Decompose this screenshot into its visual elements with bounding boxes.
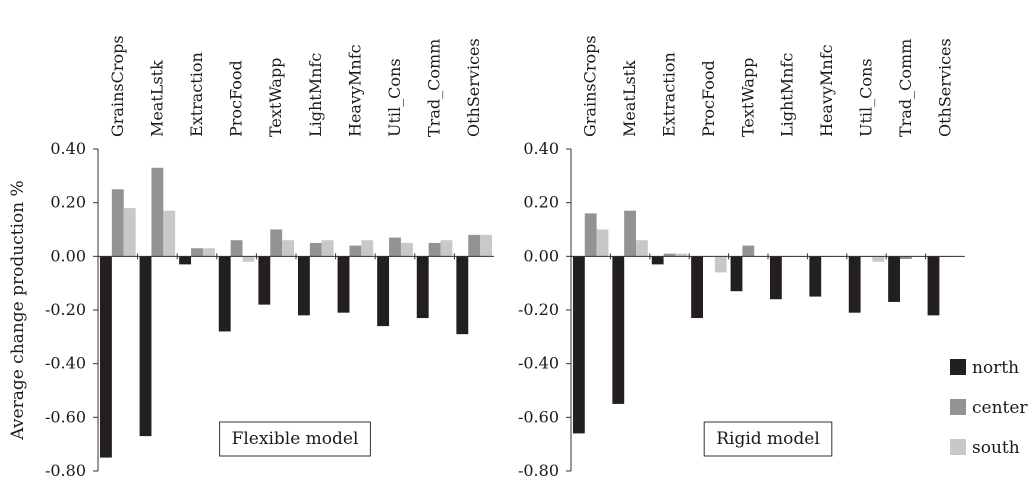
category-label: OthServices — [464, 38, 483, 137]
y-tick-label: -0.80 — [45, 461, 86, 477]
bar-north-lightmnfc — [769, 256, 782, 300]
bar-north-extraction — [179, 256, 192, 265]
bar-north-heavymnfc — [809, 256, 822, 297]
y-tick-label: 0.40 — [50, 139, 86, 158]
bar-north-othservices — [927, 256, 940, 316]
model-label: Flexible model — [232, 429, 359, 449]
category-label: GrainsCrops — [108, 35, 127, 137]
bar-north-extraction — [651, 256, 664, 265]
model-label-box — [219, 421, 371, 457]
bar-north-trad_comm — [416, 256, 429, 319]
bar-center-textwapp — [742, 245, 755, 257]
y-tick-label: 0.00 — [50, 246, 86, 265]
bar-center-meatlstk — [151, 167, 164, 257]
bar-center-heavymnfc — [349, 245, 362, 257]
y-tick-label: -0.20 — [45, 300, 86, 319]
category-label: Extraction — [187, 52, 206, 137]
bar-north-grainscrops — [572, 256, 585, 434]
bar-south-procfood — [242, 256, 255, 262]
bar-north-heavymnfc — [337, 256, 350, 313]
bar-south-util_cons — [400, 242, 413, 257]
category-label: TextWapp — [738, 58, 757, 137]
bar-center-extraction — [191, 248, 203, 257]
bar-south-othservices — [480, 234, 493, 257]
legend-label-south: south — [972, 438, 1020, 458]
y-tick-label: 0.20 — [523, 193, 559, 212]
category-label: MeatLstk — [147, 60, 166, 137]
legend-swatch-center — [950, 399, 966, 415]
category-label: ProcFood — [227, 60, 246, 137]
category-label: MeatLstk — [620, 60, 639, 137]
y-tick-label: -0.60 — [45, 407, 86, 426]
bar-south-lightmnfc — [321, 240, 334, 257]
category-label: Trad_Comm — [425, 39, 444, 137]
bar-south-textwapp — [282, 240, 295, 257]
category-label: OthServices — [935, 38, 954, 137]
bar-north-trad_comm — [888, 256, 900, 302]
bar-center-util_cons — [389, 237, 401, 257]
bar-south-grainscrops — [123, 208, 136, 257]
bar-south-meatlstk — [163, 210, 176, 257]
bar-south-procfood — [714, 256, 727, 273]
y-axis-label: Average change production % — [8, 180, 28, 440]
bar-south-grainscrops — [596, 229, 609, 257]
bar-center-meatlstk — [624, 210, 637, 257]
bar-south-trad_comm — [440, 240, 453, 257]
model-label-box — [703, 421, 833, 457]
bar-south-util_cons — [872, 256, 885, 262]
y-tick-label: 0.00 — [523, 246, 559, 265]
bar-north-meatlstk — [139, 256, 152, 437]
bar-center-grainscrops — [111, 189, 124, 257]
y-tick-label: -0.20 — [518, 300, 559, 319]
category-label: Util_Cons — [857, 58, 876, 137]
bar-center-grainscrops — [584, 213, 597, 257]
legend-swatch-north — [950, 359, 966, 375]
bar-north-meatlstk — [612, 256, 625, 404]
category-label: TextWapp — [266, 58, 285, 137]
category-label: LightMnfc — [778, 53, 797, 137]
bar-north-othservices — [456, 256, 469, 335]
bar-center-trad_comm — [899, 256, 912, 260]
bar-center-othservices — [468, 234, 481, 257]
y-tick-label: -0.60 — [518, 407, 559, 426]
bar-center-lightmnfc — [309, 242, 322, 257]
bar-north-util_cons — [377, 256, 390, 327]
panel-flexible: 0.40 0.20 0.00 -0.20 -0.40 -0.60 -0.80 GrainsCr… — [45, 35, 494, 477]
bar-south-meatlstk — [636, 240, 648, 257]
legend: north center south — [950, 358, 1028, 458]
model-label: Rigid model — [716, 429, 820, 449]
category-label: HeavyMnfc — [345, 44, 364, 137]
bar-north-textwapp — [730, 256, 743, 292]
category-label: ProcFood — [699, 60, 718, 137]
legend-swatch-south — [950, 439, 966, 455]
bar-south-heavymnfc — [361, 240, 374, 257]
y-tick-label: -0.40 — [45, 354, 86, 373]
bar-north-textwapp — [258, 256, 271, 305]
y-tick-label: -0.40 — [518, 354, 559, 373]
bar-center-procfood — [230, 240, 243, 257]
bar-south-extraction — [675, 253, 688, 257]
category-label: Util_Cons — [385, 58, 404, 137]
bar-south-extraction — [202, 248, 215, 257]
bar-north-grainscrops — [99, 256, 112, 458]
bar-center-extraction — [663, 253, 676, 257]
bar-north-procfood — [691, 256, 703, 319]
bar-north-procfood — [218, 256, 231, 332]
y-tick-label: 0.40 — [523, 139, 559, 158]
category-label: HeavyMnfc — [817, 44, 836, 137]
category-label: Extraction — [660, 52, 679, 137]
legend-label-center: center — [972, 398, 1028, 418]
y-tick-label: 0.20 — [50, 193, 86, 212]
legend-label-north: north — [972, 358, 1019, 378]
bar-center-textwapp — [270, 229, 283, 257]
category-label: LightMnfc — [306, 53, 325, 137]
panel-rigid: 0.40 0.20 0.00 -0.20 -0.40 -0.60 -0.80 GrainsCr… — [518, 35, 965, 477]
bar-north-lightmnfc — [297, 256, 310, 316]
category-label: Trad_Comm — [896, 39, 915, 137]
category-label: GrainsCrops — [581, 35, 600, 137]
bar-north-util_cons — [848, 256, 861, 313]
y-tick-label: -0.80 — [518, 461, 559, 477]
bar-center-trad_comm — [428, 242, 441, 257]
